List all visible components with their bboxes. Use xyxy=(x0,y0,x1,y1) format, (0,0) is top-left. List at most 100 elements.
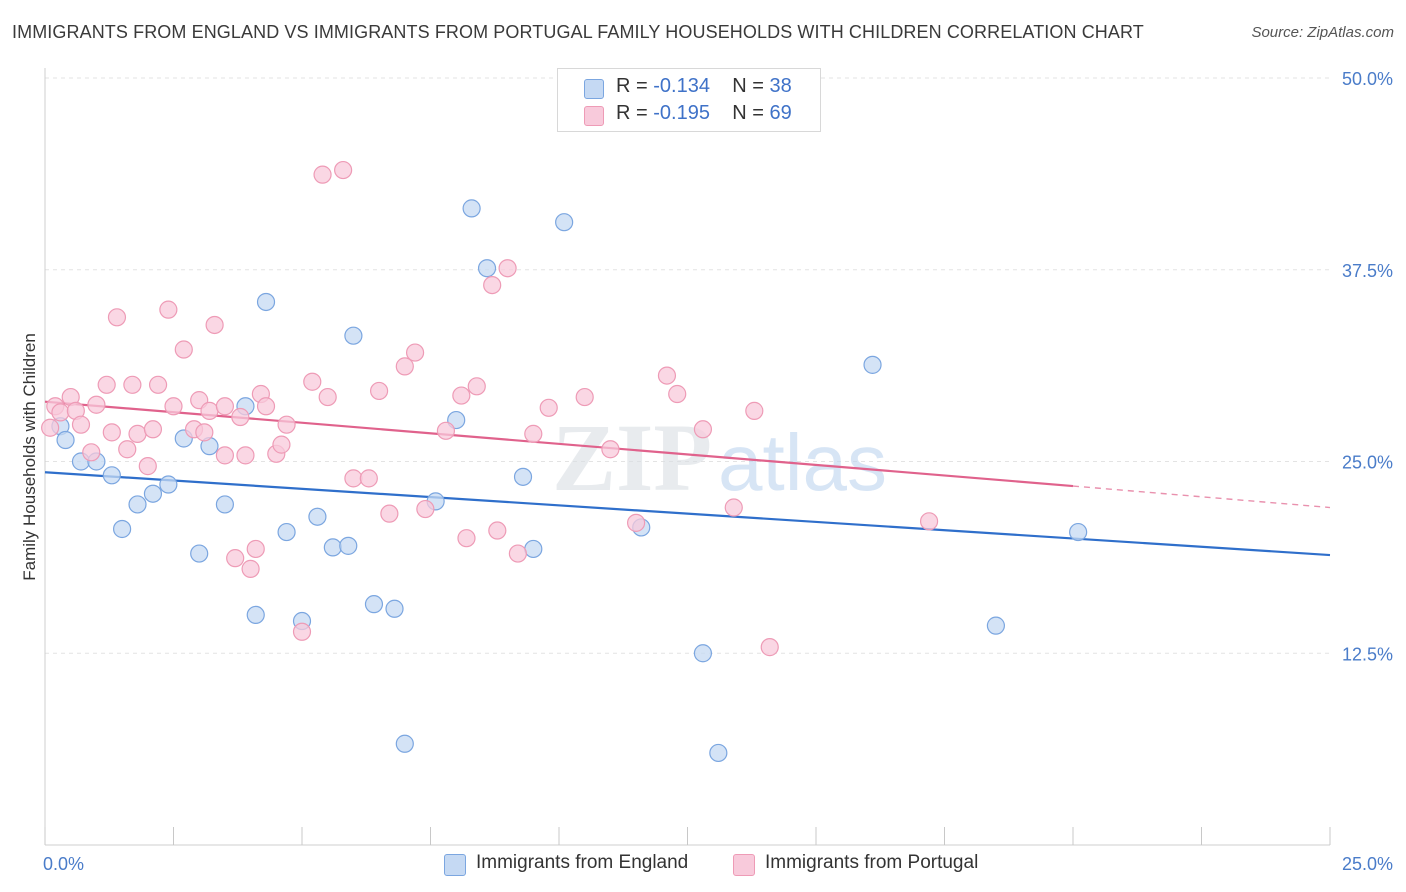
watermark-zip: ZIP xyxy=(552,404,712,511)
point-england-16 xyxy=(277,522,296,542)
chart-title: IMMIGRANTS FROM ENGLAND VS IMMIGRANTS FR… xyxy=(12,22,1144,42)
point-portugal-26 xyxy=(215,446,234,465)
point-portugal-51 xyxy=(457,529,476,548)
point-england-36 xyxy=(986,616,1006,635)
point-england-37 xyxy=(1069,522,1088,542)
watermark: ZIP atlas xyxy=(552,404,887,511)
point-portugal-2 xyxy=(51,403,70,422)
point-portugal-31 xyxy=(246,539,265,559)
point-portugal-42 xyxy=(344,469,363,488)
point-portugal-11 xyxy=(118,440,137,459)
point-portugal-43 xyxy=(359,469,378,488)
point-portugal-50 xyxy=(452,386,471,405)
point-england-10 xyxy=(190,544,209,563)
point-portugal-9 xyxy=(102,423,121,442)
axes xyxy=(44,68,1331,846)
point-portugal-59 xyxy=(575,387,594,407)
point-england-15 xyxy=(256,292,276,312)
point-portugal-17 xyxy=(159,300,178,319)
legend-n-label: N = xyxy=(732,75,764,97)
point-portugal-41 xyxy=(334,160,353,180)
point-portugal-28 xyxy=(231,407,250,427)
point-portugal-16 xyxy=(148,375,168,394)
point-portugal-54 xyxy=(488,521,507,540)
point-portugal-61 xyxy=(626,513,646,532)
legend-r-label: R = xyxy=(616,75,648,97)
point-portugal-52 xyxy=(467,377,486,396)
point-portugal-55 xyxy=(498,259,517,278)
x-tick-label-0: 0.0% xyxy=(43,854,84,874)
legend-r-label: R = xyxy=(616,102,648,124)
point-portugal-27 xyxy=(226,549,245,568)
point-portugal-35 xyxy=(272,435,291,454)
point-england-20 xyxy=(339,536,358,555)
point-portugal-66 xyxy=(745,401,764,420)
point-portugal-37 xyxy=(292,622,312,641)
point-portugal-6 xyxy=(82,443,101,462)
point-portugal-10 xyxy=(107,308,127,327)
legend-swatch-portugal xyxy=(584,106,604,126)
point-portugal-36 xyxy=(277,415,296,434)
point-england-33 xyxy=(693,644,713,663)
point-portugal-33 xyxy=(256,397,276,416)
point-england-35 xyxy=(863,355,882,374)
point-portugal-29 xyxy=(236,446,255,465)
point-england-31 xyxy=(555,213,574,232)
point-portugal-13 xyxy=(128,424,147,443)
bottom-legend-label-england: Immigrants from England xyxy=(476,852,689,873)
bottom-legend-swatch-portugal xyxy=(733,854,755,876)
point-portugal-25 xyxy=(215,397,234,416)
point-england-5 xyxy=(112,519,132,539)
point-portugal-46 xyxy=(395,357,414,376)
point-portugal-60 xyxy=(601,440,620,459)
point-portugal-7 xyxy=(87,395,106,414)
legend-swatch-england xyxy=(584,79,604,99)
point-portugal-8 xyxy=(97,375,116,394)
watermark-atlas: atlas xyxy=(718,418,887,507)
trend-line-england xyxy=(44,471,1331,557)
point-england-7 xyxy=(143,484,163,503)
point-portugal-49 xyxy=(436,421,456,440)
point-england-1 xyxy=(56,430,75,450)
bottom-legend-swatch-england xyxy=(444,854,466,876)
point-portugal-19 xyxy=(174,340,193,359)
point-portugal-68 xyxy=(919,512,939,531)
point-portugal-67 xyxy=(760,638,779,657)
y-tick-label-1: 25.0% xyxy=(1342,453,1393,473)
point-portugal-23 xyxy=(200,401,219,420)
point-portugal-48 xyxy=(416,499,435,519)
point-england-14 xyxy=(246,605,265,625)
point-portugal-56 xyxy=(508,544,527,563)
point-portugal-40 xyxy=(318,387,337,407)
y-tick-label-0: 12.5% xyxy=(1342,644,1393,664)
point-portugal-53 xyxy=(483,275,502,295)
point-portugal-58 xyxy=(539,398,558,417)
point-england-27 xyxy=(462,199,481,218)
source-credit: Source: ZipAtlas.com xyxy=(1251,24,1394,41)
legend-n-value: 69 xyxy=(769,102,792,124)
point-portugal-15 xyxy=(143,420,163,439)
point-portugal-38 xyxy=(303,372,322,391)
gridlines xyxy=(45,77,1330,654)
point-england-23 xyxy=(385,599,404,618)
point-portugal-5 xyxy=(71,415,91,434)
point-portugal-22 xyxy=(195,423,214,442)
point-portugal-24 xyxy=(205,315,224,335)
point-portugal-64 xyxy=(693,420,713,439)
point-portugal-39 xyxy=(313,165,332,184)
legend-r-value: -0.134 xyxy=(653,75,710,97)
x-tick-label-1: 25.0% xyxy=(1342,854,1393,874)
y-tick-label-2: 37.5% xyxy=(1342,261,1393,281)
data-points xyxy=(41,160,1088,763)
point-england-34 xyxy=(709,743,728,763)
point-portugal-0 xyxy=(41,418,60,437)
y-tick-label-3: 50.0% xyxy=(1342,69,1393,89)
point-england-4 xyxy=(102,466,121,485)
point-england-12 xyxy=(215,495,234,514)
point-portugal-14 xyxy=(138,457,157,476)
point-portugal-30 xyxy=(241,559,260,578)
point-portugal-63 xyxy=(668,384,687,404)
point-england-28 xyxy=(477,259,497,278)
legend-n-label: N = xyxy=(732,102,764,124)
point-portugal-65 xyxy=(724,498,743,517)
